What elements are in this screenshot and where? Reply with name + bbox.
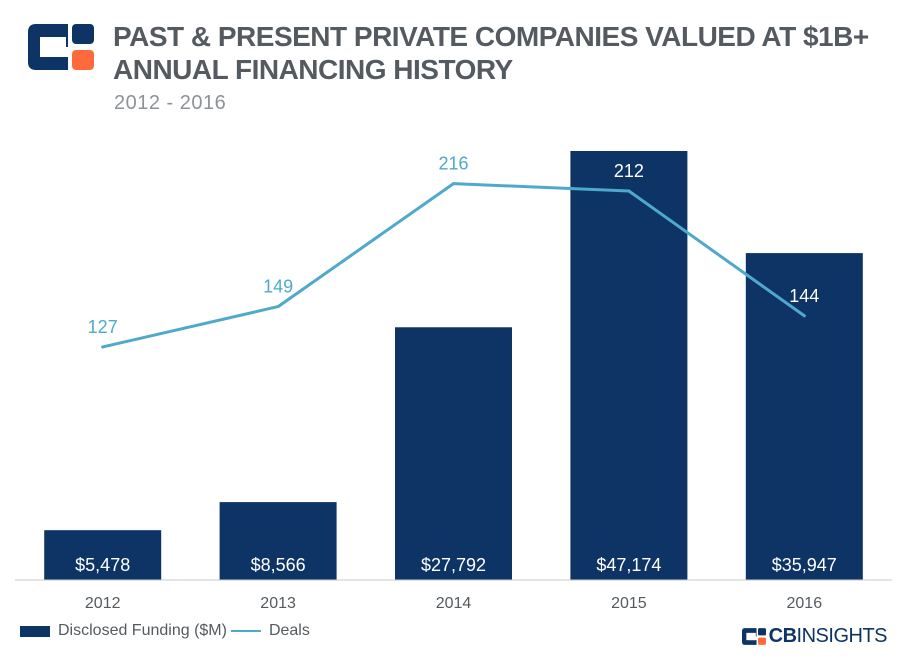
title-line-1: PAST & PRESENT PRIVATE COMPANIES VALUED … [113,21,869,52]
legend-bar-swatch [20,625,50,637]
bar-2016 [745,253,863,580]
deals-value-label: 144 [789,286,819,306]
x-tick-label: 2016 [787,595,823,612]
bar-2012 [44,530,162,580]
legend-line-label: Deals [268,622,310,639]
brand-cb: CB [768,625,797,647]
deals-point [802,314,806,318]
subtitle: 2012 - 2016 [114,92,227,114]
deals-value-label: 149 [263,277,293,297]
x-tick-label: 2013 [260,595,296,612]
cb-insights-small-logo-icon [741,628,766,645]
deals-line [101,182,806,349]
legend: Disclosed Funding ($M) Deals [20,622,310,640]
deals-value-label: 127 [88,317,118,337]
brand-wordmark: CB INSIGHTS [741,625,888,648]
bar-value-label: $5,478 [75,555,130,575]
page-title: PAST & PRESENT PRIVATE COMPANIES VALUED … [113,20,873,86]
deals-point [627,189,631,193]
legend-bar-label: Disclosed Funding ($M) [58,622,227,639]
x-tick-label: 2012 [85,595,121,612]
x-tick-label: 2015 [611,595,647,612]
deals-point [276,305,280,309]
x-tick-label: 2014 [436,595,472,612]
bar-value-label: $47,174 [596,555,661,575]
title-line-2: ANNUAL FINANCING HISTORY [113,54,513,85]
bar-2015 [570,151,688,580]
bar-value-label: $27,792 [421,555,486,575]
deals-point [101,345,105,349]
deals-value-label: 216 [438,154,468,174]
deals-point [452,182,455,186]
deals-value-label: 212 [614,161,644,181]
brand-insights: INSIGHTS [796,625,888,647]
cb-insights-logo-icon [28,24,94,70]
bar-2013 [219,502,337,580]
bar-value-label: $35,947 [772,555,837,575]
legend-line-swatch [230,630,261,632]
bar-value-label: $8,566 [251,555,306,575]
bar-2014 [395,327,512,580]
